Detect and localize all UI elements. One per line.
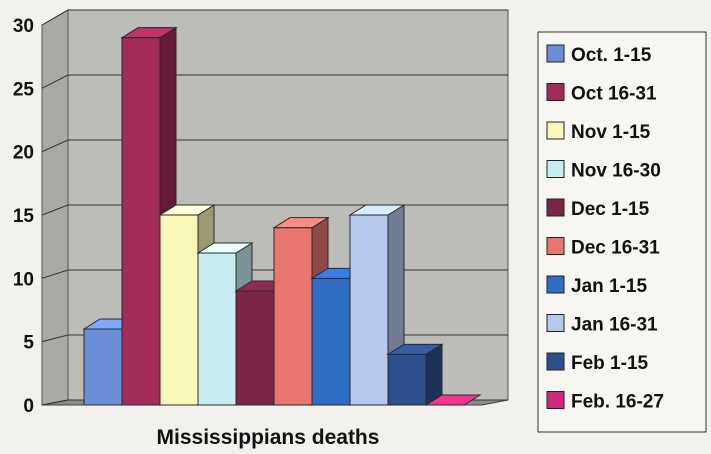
bar [424, 394, 482, 406]
legend-item: Nov 16-30 [546, 160, 661, 182]
bar-front [121, 37, 161, 406]
bar [386, 343, 444, 406]
bar-top [272, 217, 330, 229]
bar-front [387, 353, 427, 406]
bar-top [424, 394, 482, 406]
legend-item: Dec 16-31 [546, 237, 660, 259]
bar-front [235, 290, 275, 406]
y-tick-label: 30 [13, 16, 34, 37]
legend: Oct. 1-15 Oct 16-31 Nov 1-15 Nov 16-30 Dec 1… [537, 31, 707, 433]
legend-box [537, 31, 707, 433]
bar-front [349, 214, 389, 406]
legend-swatch [546, 160, 565, 178]
bar-top [158, 204, 216, 216]
legend-label: Dec 1-15 [571, 199, 650, 220]
bar [348, 204, 406, 406]
legend-item: Oct 16-31 [546, 83, 657, 105]
bar-top [386, 343, 444, 355]
bar-top [196, 242, 254, 254]
bar-front [311, 277, 351, 406]
legend-item: Feb 1-15 [546, 352, 649, 374]
bars [82, 26, 482, 406]
gridline [41, 204, 508, 216]
legend-swatch [546, 198, 565, 217]
legend-item: Dec 1-15 [546, 198, 650, 220]
gridline [41, 139, 508, 153]
y-tick-label: 5 [23, 333, 34, 354]
legend-swatch [546, 44, 565, 63]
legend-label: Oct 16-31 [571, 84, 657, 105]
bar-front [197, 252, 237, 406]
legend-swatch [546, 275, 565, 294]
legend-swatch [546, 121, 565, 140]
legend-swatch [546, 83, 565, 101]
legend-label: Jan 1-15 [571, 276, 647, 297]
legend-swatch [546, 237, 565, 255]
y-axis-ticks: 0 5 10 15 20 25 30 [13, 16, 35, 417]
legend-swatch [546, 352, 565, 371]
bar-side [425, 343, 443, 406]
gridline [41, 74, 508, 89]
y-tick-label: 0 [23, 396, 34, 417]
gridline [41, 9, 508, 26]
plot-side-wall [41, 9, 69, 406]
legend-item: Feb. 16-27 [546, 391, 664, 413]
y-tick-label: 20 [13, 143, 34, 164]
bar-front [83, 328, 123, 406]
legend-item: Jan 1-15 [546, 275, 647, 297]
bar-top [120, 27, 178, 39]
legend-item: Oct. 1-15 [546, 44, 652, 66]
legend-label: Jan 16-31 [571, 315, 658, 336]
x-axis-label: Mississippians deaths [157, 426, 380, 449]
legend-label: Feb 1-15 [571, 353, 649, 374]
legend-label: Nov 1-15 [571, 122, 651, 143]
bar-front [159, 214, 199, 406]
y-tick-label: 10 [13, 269, 34, 290]
legend-label: Nov 16-30 [571, 161, 661, 182]
legend-item: Nov 1-15 [546, 121, 651, 143]
bar-front [273, 227, 313, 406]
legend-label: Oct. 1-15 [571, 45, 652, 66]
bar-top [348, 204, 406, 216]
legend-swatch [546, 314, 565, 332]
legend-item: Jan 16-31 [546, 314, 658, 336]
legend-label: Dec 16-31 [571, 238, 660, 259]
y-tick-label: 25 [13, 79, 35, 100]
y-tick-label: 15 [13, 206, 35, 227]
legend-swatch [546, 391, 565, 409]
legend-label: Feb. 16-27 [571, 392, 664, 413]
